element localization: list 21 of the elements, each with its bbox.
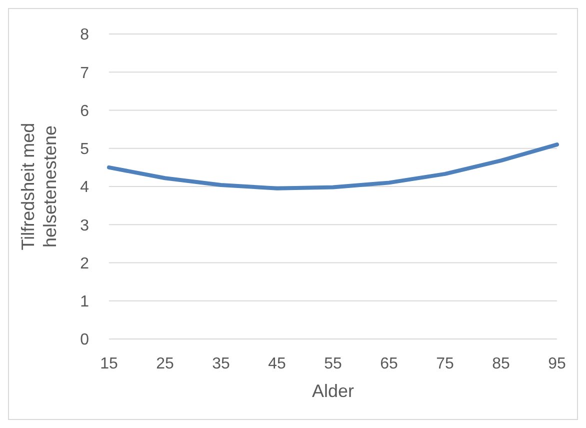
y-tick-label: 4 xyxy=(80,179,90,196)
y-tick-label: 0 xyxy=(80,332,90,349)
x-axis-title: Alder xyxy=(312,381,354,401)
x-tick-label: 85 xyxy=(492,355,510,372)
y-tick-label: 7 xyxy=(80,64,90,82)
y-axis-title: Tilfredsheit med helsetenestene xyxy=(18,122,60,250)
y-tick-label: 1 xyxy=(80,294,90,311)
y-tick-label: 3 xyxy=(80,217,90,234)
y-tick-label: 8 xyxy=(80,26,90,44)
x-tick-label: 55 xyxy=(324,355,342,372)
x-tick-label: 75 xyxy=(436,355,454,372)
x-tick-label: 15 xyxy=(100,355,118,372)
line-series xyxy=(107,142,559,190)
x-tick-label: 25 xyxy=(156,355,174,372)
y-tick-label: 6 xyxy=(80,102,90,120)
x-tick-label: 45 xyxy=(268,355,286,372)
x-tick-label: 35 xyxy=(212,355,230,372)
x-tick-label: 95 xyxy=(548,355,566,372)
y-tick-label: 5 xyxy=(80,141,90,158)
y-tick-label: 2 xyxy=(80,255,90,272)
x-tick-label: 65 xyxy=(380,355,398,372)
